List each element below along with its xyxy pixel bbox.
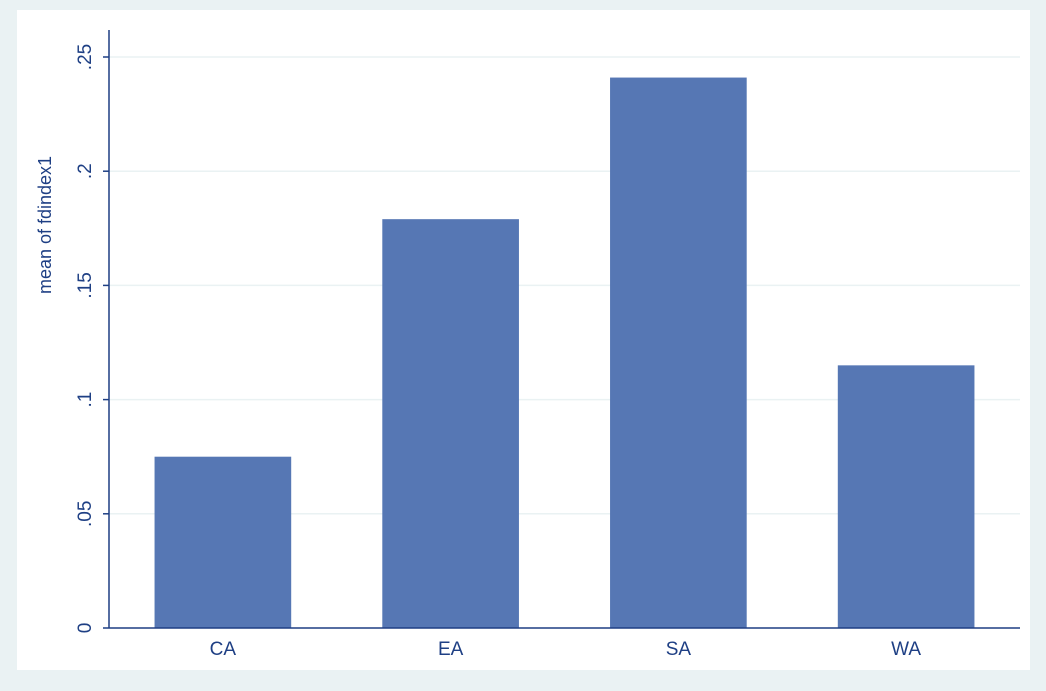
y-tick-label: .25 xyxy=(75,44,96,70)
x-tick-label: WA xyxy=(891,639,921,660)
bar-wa xyxy=(837,365,975,628)
y-tick-label: 0 xyxy=(75,623,96,634)
x-tick-label: CA xyxy=(210,639,237,660)
bar-sa xyxy=(610,77,747,628)
y-axis-title: mean of fdindex1 xyxy=(35,156,55,294)
x-tick-label: SA xyxy=(666,639,692,660)
y-tick-label: .15 xyxy=(75,272,96,298)
bar-ca xyxy=(154,456,292,628)
bars xyxy=(154,77,975,628)
x-tick-label: EA xyxy=(438,639,464,660)
y-tick-label: .05 xyxy=(75,501,96,527)
bar-ea xyxy=(382,219,519,628)
y-tick-label: .1 xyxy=(75,392,96,408)
axes: 0 .05 .1 .15 .2 .25 CA EA SA WA xyxy=(75,30,1020,660)
y-tick-label: .2 xyxy=(75,163,96,179)
